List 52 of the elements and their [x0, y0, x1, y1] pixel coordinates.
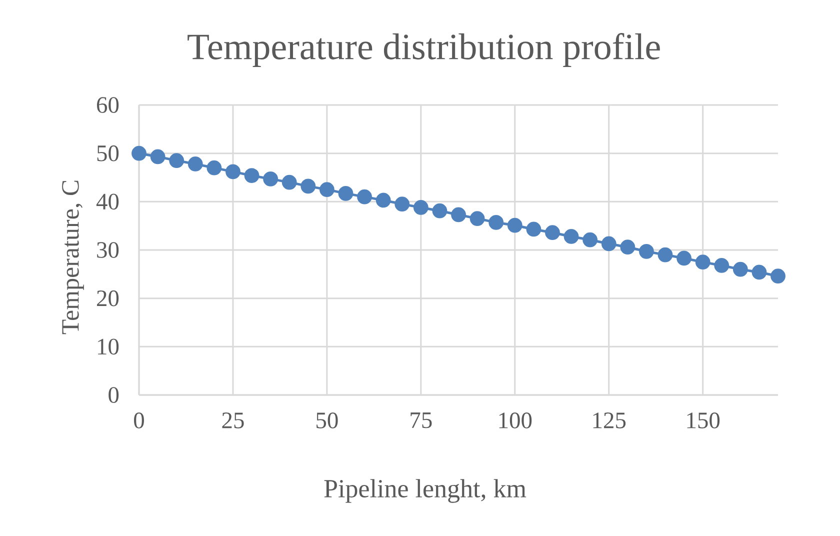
point: [639, 244, 654, 259]
y-tick-label: 0: [108, 387, 119, 403]
point: [282, 174, 297, 190]
point: [658, 247, 673, 262]
point: [169, 153, 184, 168]
y-axis-title: Temperature, C: [62, 180, 84, 334]
point: [413, 200, 428, 215]
point: [526, 222, 542, 237]
x-tick-label: 75: [410, 412, 432, 428]
y-tick-label: 10: [98, 338, 119, 355]
y-tick-label: 20: [97, 290, 119, 306]
x-tick-label: 25: [222, 412, 244, 428]
chart-title: Temperature distribution profile: [188, 33, 660, 67]
point: [770, 268, 786, 284]
y-tick-label: 60: [96, 97, 119, 113]
point: [188, 156, 203, 172]
point: [451, 207, 466, 222]
y-tick-label: 40: [96, 194, 119, 210]
point: [132, 146, 146, 161]
point: [695, 254, 710, 270]
y-tick-label: 30: [97, 242, 119, 258]
point: [394, 196, 410, 212]
point: [507, 218, 522, 233]
point: [432, 203, 448, 218]
x-tick-label: 150: [687, 412, 720, 428]
point: [376, 192, 391, 208]
point: [488, 215, 504, 230]
point: [582, 232, 598, 248]
x-axis-title: Pipeline lenght, km: [324, 479, 526, 503]
x-tick-label: 50: [316, 412, 338, 428]
point: [244, 168, 260, 184]
point: [338, 186, 354, 201]
point: [300, 178, 316, 194]
point: [714, 258, 730, 273]
point: [357, 189, 372, 204]
point: [319, 182, 334, 198]
point: [150, 149, 166, 164]
point: [206, 160, 222, 176]
point: [564, 229, 579, 244]
point: [752, 264, 767, 280]
point: [470, 211, 485, 226]
point: [620, 240, 636, 255]
y-tick-label: 50: [97, 145, 119, 162]
x-tick-label: 100: [499, 412, 532, 428]
point: [226, 164, 240, 180]
point: [601, 236, 616, 252]
x-tick-label: 125: [593, 412, 626, 428]
point: [676, 250, 692, 266]
point: [263, 172, 278, 186]
point: [545, 225, 560, 240]
point: [732, 262, 748, 277]
x-tick-label: 0: [134, 412, 144, 428]
